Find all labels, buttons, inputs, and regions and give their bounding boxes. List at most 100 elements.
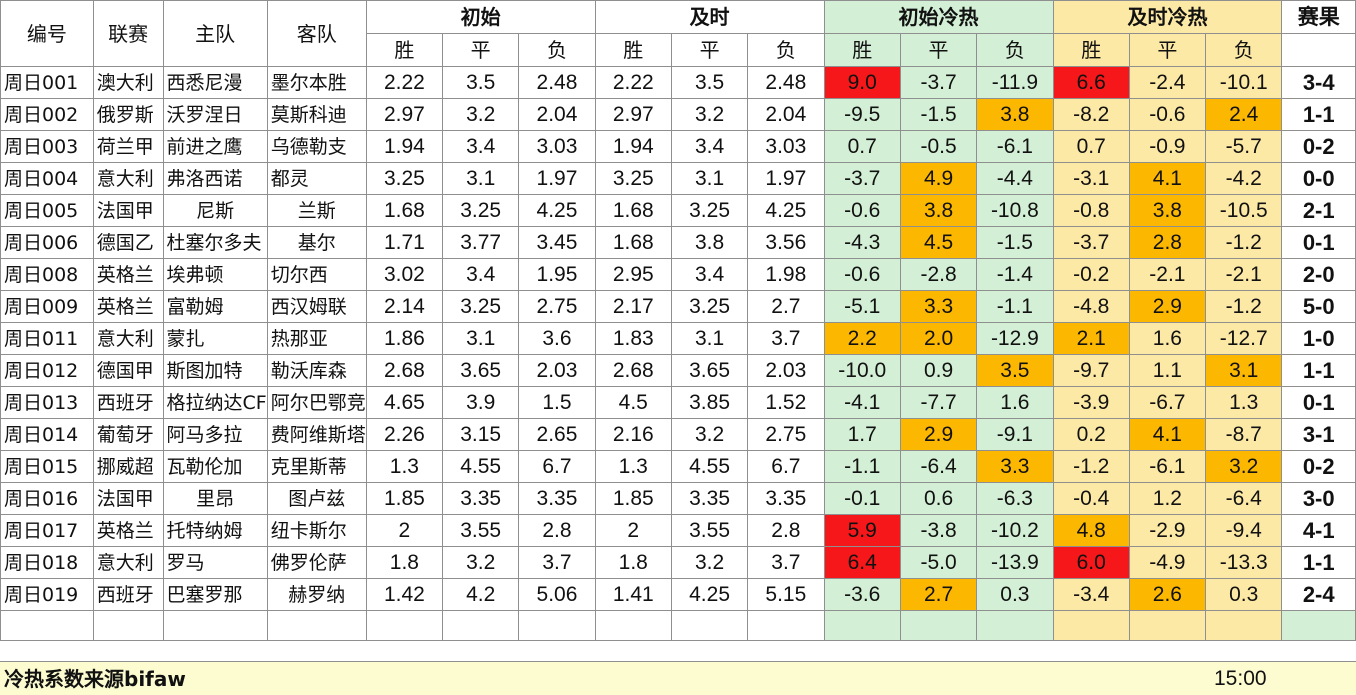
cell-lhc-draw: 1.1 [1128,354,1207,387]
cell-lhc-lose: -5.7 [1204,130,1283,163]
cell-match-id: 周日008 [0,258,94,291]
cell-ihc-draw: -3.8 [899,514,978,547]
cell-initial-draw: 4.2 [442,578,520,611]
cell-ihc-draw: -5.0 [899,546,978,579]
cell-initial-win: 1.94 [365,130,444,163]
header-live-hotcold: 及时冷热 [1052,0,1283,34]
source-note: 冷热系数来源bifaw [4,667,186,691]
table-row: 周日014 葡萄牙 阿马多拉 费阿维斯塔 2.26 3.15 2.65 2.16 3.2 2.75… [0,418,1356,451]
cell-initial-lose: 5.06 [518,578,596,611]
cell-live-draw: 3.4 [670,130,749,163]
cell-ihc-win: 5.9 [823,514,901,547]
cell-lhc-win: -3.1 [1052,162,1130,195]
cell-ihc-lose: 3.8 [976,98,1054,131]
empty-cell [1281,610,1356,641]
cell-match-id: 周日014 [0,418,94,451]
cell-initial-win: 1.86 [365,322,444,355]
cell-live-win: 2 [594,514,672,547]
cell-live-win: 2.68 [594,354,672,387]
cell-lhc-win: -1.2 [1052,450,1130,483]
cell-home-team: 格拉纳达CF [162,386,268,419]
cell-league: 德国乙 [92,226,164,259]
cell-lhc-lose: -1.2 [1204,290,1283,323]
cell-initial-draw: 3.77 [442,226,520,259]
empty-cell [1052,610,1130,641]
cell-live-win: 1.8 [594,546,672,579]
cell-live-draw: 3.8 [670,226,749,259]
odds-table: 编号 联赛 主队 客队 初始 及时 初始冷热 及时冷热 赛果 胜 平 负 胜 平… [0,0,1356,641]
cell-initial-lose: 1.5 [518,386,596,419]
header-live: 及时 [594,0,825,34]
cell-away-team: 纽卡斯尔 [266,514,367,547]
header-home: 主队 [162,0,268,67]
cell-lhc-draw: -2.9 [1128,514,1207,547]
cell-ihc-draw: -3.7 [899,66,978,99]
empty-cell [1204,610,1283,641]
header-result-blank [1281,33,1356,67]
cell-ihc-win: -3.6 [823,578,901,611]
table-row: 周日017 英格兰 托特纳姆 纽卡斯尔 2 3.55 2.8 2 3.55 2.8 5.9 -3.8-… [0,514,1356,547]
cell-ihc-draw: -2.8 [899,258,978,291]
cell-result: 3-1 [1281,418,1356,451]
cell-initial-win: 2.14 [365,290,444,323]
cell-live-draw: 4.55 [670,450,749,483]
cell-match-id: 周日003 [0,130,94,163]
cell-home-team: 沃罗涅日 [162,98,268,131]
cell-ihc-lose: -4.4 [976,162,1054,195]
cell-league: 英格兰 [92,258,164,291]
cell-initial-lose: 3.45 [518,226,596,259]
header-lhc-win: 胜 [1052,33,1130,67]
header-live-lose: 负 [747,33,825,67]
empty-cell [1128,610,1207,641]
cell-match-id: 周日018 [0,546,94,579]
cell-match-id: 周日002 [0,98,94,131]
cell-initial-lose: 2.48 [518,66,596,99]
cell-live-lose: 2.03 [747,354,825,387]
cell-ihc-win: 2.2 [823,322,901,355]
cell-initial-win: 2 [365,514,444,547]
cell-initial-lose: 6.7 [518,450,596,483]
table-row: 周日008 英格兰 埃弗顿 切尔西 3.02 3.4 1.95 2.95 3.4 1.98 -0.6… [0,258,1356,291]
cell-home-team: 埃弗顿 [162,258,268,291]
cell-lhc-draw: -2.4 [1128,66,1207,99]
table-row: 周日005 法国甲 尼斯 兰斯 1.68 3.25 4.25 1.68 3.25 4.25 -0.6… [0,194,1356,227]
cell-initial-win: 3.25 [365,162,444,195]
cell-ihc-draw: 4.5 [899,226,978,259]
cell-result: 4-1 [1281,514,1356,547]
cell-ihc-lose: -6.1 [976,130,1054,163]
cell-live-draw: 3.1 [670,162,749,195]
table-row: 周日015 挪威超 瓦勒伦加 克里斯蒂 1.3 4.55 6.7 1.3 4.55 6.7 -1.1… [0,450,1356,483]
table-row: 周日001 澳大利 西悉尼漫 墨尔本胜 2.22 3.5 2.48 2.22 3.5 2.48 9.… [0,66,1356,99]
cell-result: 1-1 [1281,546,1356,579]
cell-initial-lose: 2.04 [518,98,596,131]
cell-live-win: 2.95 [594,258,672,291]
cell-league: 葡萄牙 [92,418,164,451]
cell-ihc-win: 0.7 [823,130,901,163]
cell-home-team: 尼斯 [162,194,268,227]
cell-initial-draw: 3.15 [442,418,520,451]
cell-ihc-lose: -1.5 [976,226,1054,259]
cell-ihc-win: -3.7 [823,162,901,195]
header-initial-hotcold: 初始冷热 [823,0,1054,34]
cell-live-win: 1.68 [594,194,672,227]
cell-lhc-draw: -2.1 [1128,258,1207,291]
cell-lhc-lose: -12.7 [1204,322,1283,355]
cell-ihc-draw: 3.3 [899,290,978,323]
cell-live-lose: 1.97 [747,162,825,195]
cell-ihc-win: -5.1 [823,290,901,323]
cell-lhc-draw: 1.6 [1128,322,1207,355]
cell-result: 1-0 [1281,322,1356,355]
empty-cell [0,610,94,641]
cell-ihc-win: 1.7 [823,418,901,451]
cell-lhc-win: 0.2 [1052,418,1130,451]
empty-cell [365,610,444,641]
cell-home-team: 杜塞尔多夫 [162,226,268,259]
cell-live-draw: 3.25 [670,290,749,323]
cell-live-lose: 1.52 [747,386,825,419]
cell-initial-draw: 3.25 [442,290,520,323]
cell-ihc-lose: 3.3 [976,450,1054,483]
cell-lhc-lose: 1.3 [1204,386,1283,419]
cell-lhc-lose: -10.1 [1204,66,1283,99]
cell-initial-lose: 4.25 [518,194,596,227]
cell-ihc-win: 9.0 [823,66,901,99]
